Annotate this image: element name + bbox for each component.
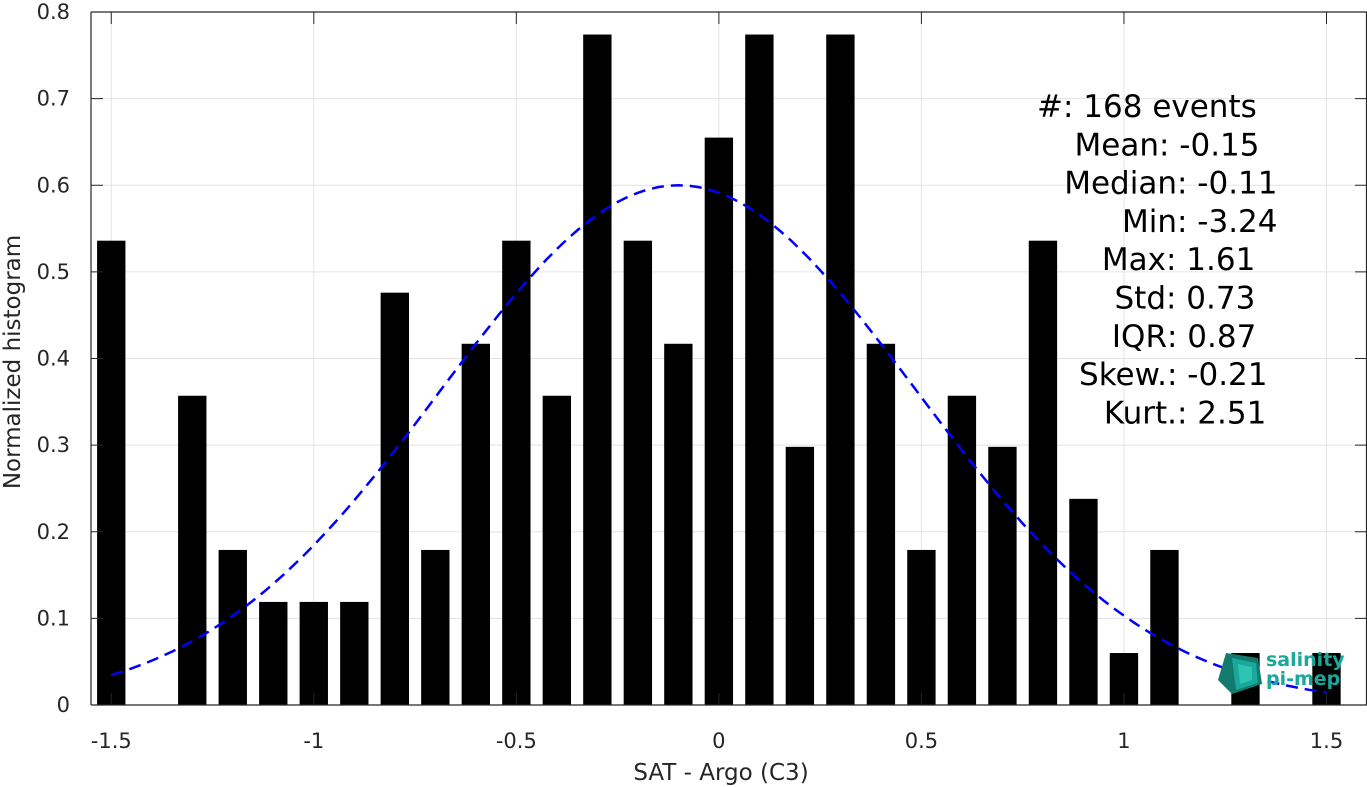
y-tick-label: 0.2: [37, 520, 70, 544]
histogram-bar: [502, 240, 531, 705]
histogram-bar: [542, 395, 572, 705]
gaussian-fit-curve: [110, 184, 1327, 694]
y-tick-label: 0.7: [37, 87, 70, 111]
x-tick-label: -1: [303, 729, 324, 753]
histogram-bar: [785, 446, 815, 705]
stat-label: #: [1037, 89, 1063, 125]
histogram-bar: [907, 549, 936, 705]
stat-label: Median: [1064, 166, 1177, 202]
y-tick-label: 0.4: [37, 347, 70, 371]
y-axis-label: Normalized histogram: [0, 235, 26, 489]
stat-value: : 168 events: [1063, 89, 1257, 125]
histogram-bar: [704, 137, 734, 705]
stat-row: Max: [1102, 242, 1166, 278]
histogram-bar: [623, 240, 653, 705]
histogram-bar: [664, 343, 693, 705]
stat-label: Min: [1122, 204, 1177, 240]
x-axis-label: SAT - Argo (C3): [633, 760, 808, 786]
stat-value: : -0.11: [1177, 166, 1278, 202]
stat-label: Skew.: [1079, 357, 1167, 393]
stat-row: Mean: [1075, 127, 1159, 163]
stat-value: : 2.51: [1177, 395, 1266, 431]
x-tick-label: -1.5: [91, 729, 132, 753]
stat-label: IQR: [1112, 319, 1167, 355]
stat-row: Kurt.: [1104, 395, 1177, 431]
stat-row: #: [1037, 89, 1063, 125]
stat-row: Median: [1064, 166, 1177, 202]
y-tick-label: 0.8: [37, 0, 70, 24]
histogram-bar: [1150, 549, 1179, 705]
stat-value: : 0.87: [1167, 319, 1256, 355]
histogram-bar: [97, 240, 126, 705]
stat-label: Kurt.: [1104, 395, 1177, 431]
y-tick-label: 0: [57, 693, 70, 717]
x-tick-labels: -1.5 -1 -0.5 0 0.5 1 1.5: [91, 729, 1343, 753]
stat-value: : 1.61: [1166, 242, 1255, 278]
histogram-bar: [218, 549, 247, 705]
x-tick-label: 0: [712, 729, 725, 753]
logo-text-line2: pi-mep: [1266, 668, 1340, 690]
histogram-bar: [988, 446, 1017, 705]
x-tick-label: 1.5: [1310, 729, 1343, 753]
histogram-bar: [866, 343, 896, 705]
stat-label: Max: [1102, 242, 1166, 278]
histogram-bar: [421, 549, 450, 705]
histogram-bar: [1028, 240, 1058, 705]
histogram-bar: [1069, 498, 1098, 705]
bars: [97, 34, 1341, 705]
histogram-bar: [299, 601, 328, 705]
salinity-pi-mep-logo: salinity pi-mep: [1218, 649, 1345, 694]
histogram-bar: [178, 395, 207, 705]
salinity-pi-mep-logo-icon: [1218, 653, 1262, 694]
stat-row: Std: [1114, 281, 1166, 317]
histogram-bar: [583, 34, 612, 705]
x-tick-label: 1: [1117, 729, 1130, 753]
stat-value: : 0.73: [1166, 281, 1255, 317]
logo-text-line1: salinity: [1266, 649, 1345, 671]
x-tick-label: 0.5: [905, 729, 938, 753]
histogram-bar: [826, 34, 855, 705]
x-tick-label: -0.5: [496, 729, 537, 753]
histogram-bar: [461, 343, 491, 705]
histogram-bar: [380, 292, 409, 705]
histogram-bar: [259, 601, 288, 705]
y-tick-label: 0.3: [37, 433, 70, 457]
histogram-bar: [340, 601, 369, 705]
histogram-bar: [745, 34, 774, 705]
stat-value: : -3.24: [1177, 204, 1278, 240]
y-tick-label: 0.1: [37, 606, 70, 630]
histogram-bar: [947, 395, 977, 705]
stat-row: Skew.: [1079, 357, 1167, 393]
stat-value: : -0.15: [1159, 127, 1260, 163]
stat-row: Min: [1122, 204, 1177, 240]
stat-label: Mean: [1075, 127, 1159, 163]
stat-label: Std: [1114, 281, 1166, 317]
y-tick-labels: 0 0.1 0.2 0.3 0.4 0.5 0.6 0.7 0.8: [37, 0, 70, 717]
y-tick-label: 0.5: [37, 260, 70, 284]
stat-value: : -0.21: [1167, 357, 1268, 393]
y-tick-label: 0.6: [37, 173, 70, 197]
stat-row: IQR: [1112, 319, 1167, 355]
